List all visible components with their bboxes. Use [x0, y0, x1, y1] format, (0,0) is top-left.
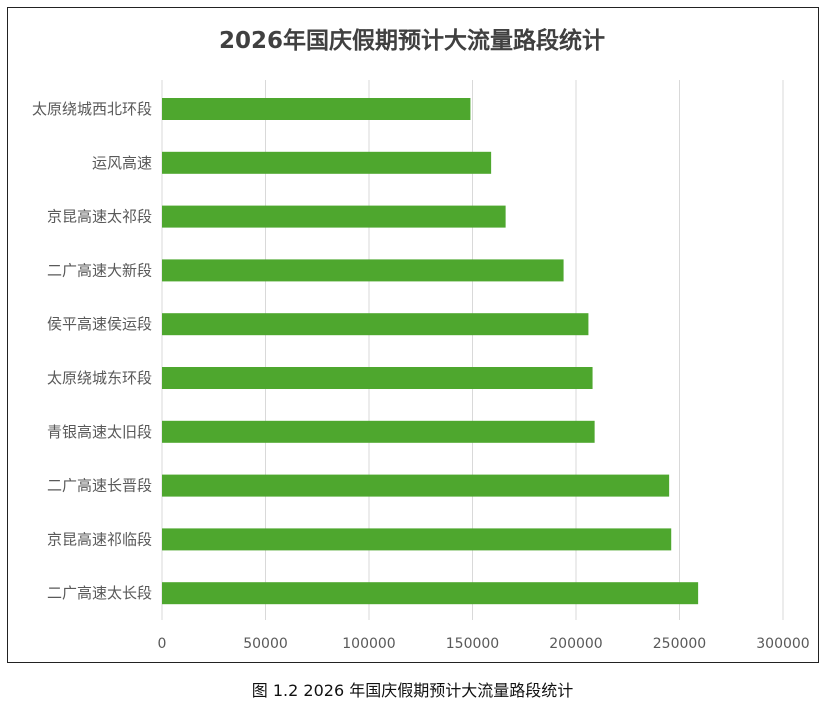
bar [162, 98, 471, 120]
x-tick-labels: 0 50000 100000 150000 200000 250000 300000 [158, 636, 810, 652]
bars [162, 98, 699, 605]
x-tick-label: 100000 [342, 636, 395, 652]
x-tick-label: 250000 [653, 636, 706, 652]
bar [162, 582, 699, 605]
bar [162, 420, 595, 443]
category-label: 太原绕城西北环段 [32, 100, 152, 118]
category-label: 太原绕城东环段 [47, 369, 152, 387]
bar [162, 313, 589, 336]
category-labels: 太原绕城西北环段运风高速京昆高速太祁段二广高速大新段侯平高速侯运段太原绕城东环段… [32, 100, 152, 602]
category-label: 青银高速太旧段 [47, 423, 152, 441]
x-tick-label: 300000 [756, 636, 809, 652]
x-tick-label: 200000 [549, 636, 602, 652]
x-tick-label: 0 [158, 636, 167, 652]
bar [162, 259, 564, 282]
category-label: 二广高速长晋段 [47, 477, 152, 495]
figure-caption: 图 1.2 2026 年国庆假期预计大流量路段统计 [251, 681, 574, 700]
bar [162, 528, 672, 551]
x-tick-label: 150000 [446, 636, 499, 652]
bar [162, 474, 670, 497]
bar [162, 151, 492, 174]
category-label: 侯平高速侯运段 [47, 315, 152, 333]
category-label: 京昆高速祁临段 [47, 530, 152, 548]
category-label: 京昆高速太祁段 [47, 208, 152, 226]
bar [162, 367, 593, 389]
x-tick-label: 50000 [243, 636, 288, 652]
category-label: 运风高速 [92, 154, 152, 172]
chart-title: 2026年国庆假期预计大流量路段统计 [219, 27, 605, 54]
bar [162, 205, 506, 228]
category-label: 二广高速大新段 [47, 261, 152, 279]
category-label: 二广高速太长段 [47, 584, 152, 602]
